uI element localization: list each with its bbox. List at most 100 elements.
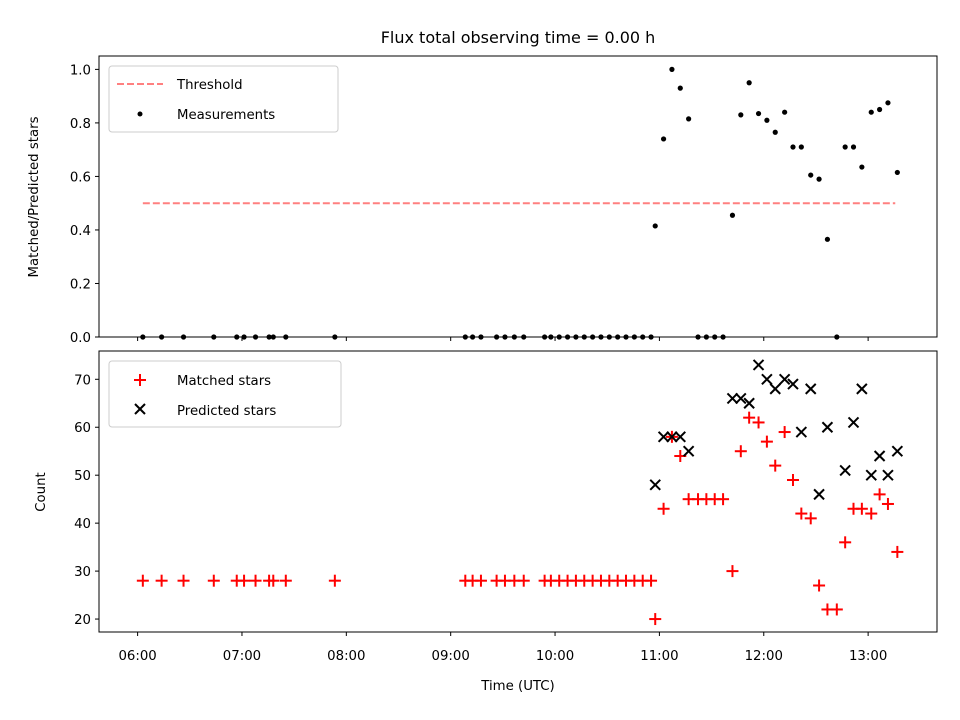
- bottom-y-ticks: 20 30 40 50 60 70: [74, 373, 99, 628]
- measurement-point: [738, 112, 744, 118]
- matched-star-marker: [865, 507, 878, 520]
- predicted-star-marker: [752, 359, 765, 371]
- matched-star-marker: [804, 512, 817, 525]
- matched-star-marker: [734, 445, 747, 458]
- bottom-ytick-label: 30: [74, 565, 91, 580]
- matched-star-marker: [155, 574, 168, 587]
- predicted-star-marker: [761, 373, 773, 385]
- measurement-point: [660, 136, 667, 142]
- legend-measurements-swatch: [137, 111, 143, 117]
- predicted-star-marker: [805, 383, 817, 395]
- measurement-point: [816, 176, 822, 182]
- bottom-x-ticks: 06:00 07:00 08:00 09:00 10:00 11:00 12:00 13:00: [118, 632, 887, 664]
- matched-star-marker: [873, 488, 886, 501]
- predicted-star-marker: [821, 421, 834, 433]
- predicted-star-marker: [813, 488, 825, 501]
- matched-star-marker: [839, 536, 852, 549]
- top-ytick-label: 0.4: [70, 224, 91, 239]
- matched-star-marker: [328, 574, 341, 587]
- matched-star-marker: [207, 574, 220, 587]
- matched-star-marker: [881, 497, 894, 510]
- matched-star-marker: [855, 502, 868, 515]
- matched-star-marker: [267, 574, 280, 587]
- measurement-point: [850, 144, 857, 150]
- bottom-legend: Matched stars Predicted stars: [108, 360, 342, 428]
- measurement-point: [842, 144, 848, 150]
- top-ytick-label: 0.2: [70, 277, 91, 292]
- matched-star-marker: [830, 603, 843, 616]
- predicted-star-marker: [847, 416, 860, 429]
- predicted-star-marker: [726, 392, 739, 405]
- measurement-point: [746, 80, 752, 86]
- bottom-ytick-label: 20: [74, 613, 91, 628]
- top-ytick-label: 0.8: [70, 117, 91, 132]
- bottom-xtick-label: 07:00: [223, 649, 261, 664]
- predicted-star-marker: [891, 445, 904, 457]
- legend-predicted-swatch: [134, 403, 146, 415]
- measurement-point: [824, 236, 831, 242]
- top-axes: Flux total observing time = 0.00 h 0.0 0.…: [27, 28, 938, 346]
- matched-star-marker: [517, 574, 530, 587]
- predicted-star-marker: [882, 469, 894, 481]
- predicted-star-marker: [682, 445, 695, 457]
- matched-star-marker: [891, 545, 904, 558]
- measurement-point: [686, 116, 692, 122]
- matched-star-marker: [649, 613, 662, 626]
- matched-star-marker: [786, 473, 799, 486]
- measurement-point: [885, 100, 891, 106]
- top-x-ticks: [137, 337, 869, 341]
- legend-threshold-label: Threshold: [176, 78, 243, 93]
- bottom-xtick-label: 12:00: [745, 649, 783, 664]
- predicted-star-marker: [666, 431, 678, 443]
- measurement-point: [859, 164, 865, 170]
- bottom-ytick-label: 70: [74, 373, 91, 388]
- predicted-star-marker: [743, 397, 755, 409]
- matched-star-marker: [778, 426, 791, 439]
- matched-star-marker: [474, 574, 487, 587]
- measurement-point: [798, 144, 804, 150]
- top-ytick-label: 0.0: [70, 331, 91, 346]
- matched-star-marker: [279, 574, 292, 587]
- matched-star-marker: [769, 459, 782, 472]
- bottom-ytick-label: 40: [74, 517, 91, 532]
- top-ytick-label: 0.6: [70, 170, 91, 185]
- predicted-star-marker: [674, 431, 686, 443]
- matched-star-marker: [743, 411, 756, 424]
- matched-star-marker: [795, 507, 808, 520]
- bottom-axes-frame: [98, 350, 938, 633]
- bottom-legend-box: [108, 360, 342, 428]
- measurement-point: [755, 110, 762, 117]
- x-axis-label: Time (UTC): [480, 679, 555, 694]
- legend-matched-swatch: [134, 374, 146, 386]
- matched-star-marker: [752, 416, 765, 429]
- top-y-axis-label: Matched/Predicted stars: [27, 116, 42, 277]
- measurement-point: [877, 106, 883, 113]
- measurement-point: [772, 129, 778, 135]
- bottom-plot-area: [136, 359, 904, 626]
- measurement-point: [790, 144, 796, 150]
- top-chart-title: Flux total observing time = 0.00 h: [381, 28, 656, 47]
- predicted-star-marker: [787, 378, 799, 390]
- bottom-xtick-label: 09:00: [432, 649, 470, 664]
- predicted-star-marker: [865, 469, 877, 481]
- bottom-xtick-label: 06:00: [118, 649, 156, 664]
- matched-star-marker: [136, 574, 149, 587]
- bottom-axes: 20 30 40 50 60 70 06:00 07:00 08:00 09:00 10:00 11…: [34, 350, 938, 694]
- bottom-xtick-label: 11:00: [640, 649, 678, 664]
- predicted-star-marker: [649, 479, 661, 491]
- legend-matched-label: Matched stars: [177, 374, 271, 389]
- measurement-point: [764, 117, 770, 123]
- measurement-point: [894, 169, 900, 176]
- measurement-point: [677, 85, 683, 91]
- matched-star-marker: [645, 574, 658, 587]
- legend-measurements-label: Measurements: [177, 108, 275, 123]
- matched-star-marker: [726, 565, 739, 578]
- predicted-star-marker: [769, 383, 781, 395]
- legend-predicted-label: Predicted stars: [177, 404, 276, 419]
- bottom-ytick-label: 50: [74, 469, 91, 484]
- measurement-point: [782, 109, 788, 115]
- bottom-xtick-label: 08:00: [327, 649, 365, 664]
- bottom-xtick-label: 10:00: [536, 649, 574, 664]
- matched-star-marker: [249, 574, 262, 587]
